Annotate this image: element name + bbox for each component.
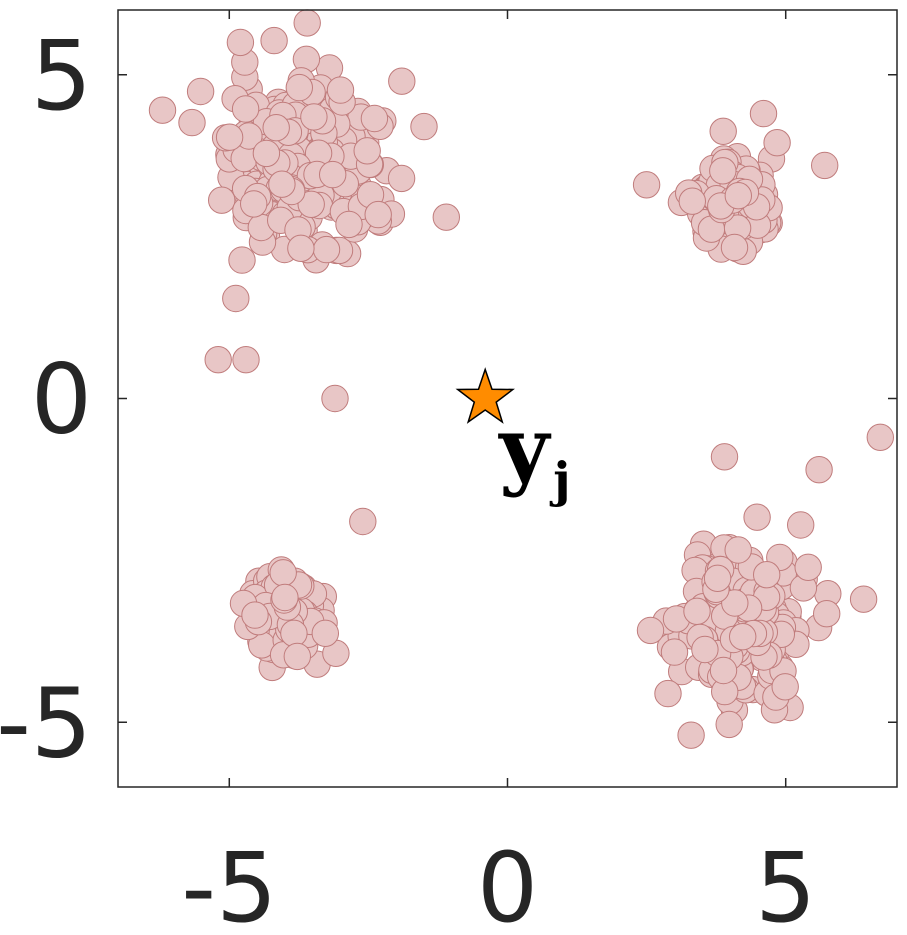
outlier-point [749,99,778,128]
cluster-1-point [148,96,177,124]
cluster-2-point [709,117,737,146]
cluster-1-point [285,73,313,102]
outlier-point [410,112,438,141]
cluster-3-point [280,619,308,647]
cluster-2-point [724,182,752,210]
cluster-1-point [208,186,236,214]
cluster-1-point [260,26,288,55]
cluster-1-point [252,139,281,168]
cluster-1-point [312,235,341,264]
outlier-point [232,346,260,374]
cluster-1-point [222,284,250,313]
cluster-1-point [364,200,392,229]
cluster-1-point [268,170,296,198]
cluster-2-point [763,129,791,157]
outlier-point [866,423,894,451]
tick-labels: -5 0 5 -5 0 5 [0,20,816,935]
outlier-point [805,456,833,484]
cluster-1-point [228,246,256,274]
cluster-1-point [215,123,244,151]
cluster-2-point [709,157,737,185]
cluster-3-point [311,619,339,647]
cluster-4-point [691,635,719,664]
outlier-point [388,67,416,95]
cluster-1-point [353,137,381,165]
cluster-4-point [636,616,665,645]
cluster-4-point [729,623,757,651]
cluster-2-point [720,233,749,262]
outlier-point [677,721,705,749]
x-tick-label: -5 [181,832,277,935]
cluster-4-point [753,561,781,589]
cluster-4-point [794,553,822,581]
cluster-1-point [231,95,260,123]
cluster-4-point [654,679,682,708]
cluster-3-point [271,583,299,612]
annotation-label: yj [497,399,570,509]
cluster-1-point [326,76,355,104]
outlier-point [432,203,460,231]
cluster-4-point [715,710,743,739]
cluster-1-point [360,104,389,133]
y-tick-label: 0 [31,344,92,456]
cluster-4-point [813,600,841,628]
annotation-label-main: y [497,399,552,500]
cluster-1-point [387,164,416,193]
outlier-point [849,585,878,613]
scatter-points [148,9,894,749]
cluster-1-point [240,190,268,218]
cluster-3-point [269,559,297,587]
cluster-1-point [262,114,290,142]
cluster-4-point [787,511,815,539]
cluster-1-point [300,103,328,131]
outlier-point [632,171,661,199]
star-marker [455,367,515,424]
cluster-1-point [287,234,315,263]
cluster-4-point [724,536,752,564]
cluster-4-point [771,673,799,701]
cluster-1-point [335,210,363,239]
annotation-label-sub: j [549,453,570,509]
cluster-3-point [283,642,311,671]
axis-ticks [118,10,897,787]
cluster-1-point [186,77,215,106]
cluster-1-point [178,108,206,137]
cluster-4-point [743,503,771,531]
y-tick-label: 5 [31,20,92,132]
cluster-4-point [709,656,738,685]
cluster-1-point [297,190,325,219]
outlier-point [204,346,232,374]
cluster-1-point [319,160,347,189]
outlier-point [226,28,255,57]
annotation-layer [455,367,515,424]
cluster-4-point [683,597,711,625]
outlier-point [293,9,321,37]
cluster-4-point [703,564,732,592]
cluster-4-point [721,589,749,617]
cluster-3-point [241,601,269,629]
outlier-point [811,151,839,180]
x-tick-label: 0 [477,832,538,935]
cluster-2-point [678,187,706,215]
cluster-4-point [660,638,689,666]
outlier-point [710,443,739,471]
y-tick-label: -5 [0,667,92,779]
outlier-point [321,384,349,413]
x-tick-label: 5 [755,832,816,935]
outlier-point [349,507,377,536]
